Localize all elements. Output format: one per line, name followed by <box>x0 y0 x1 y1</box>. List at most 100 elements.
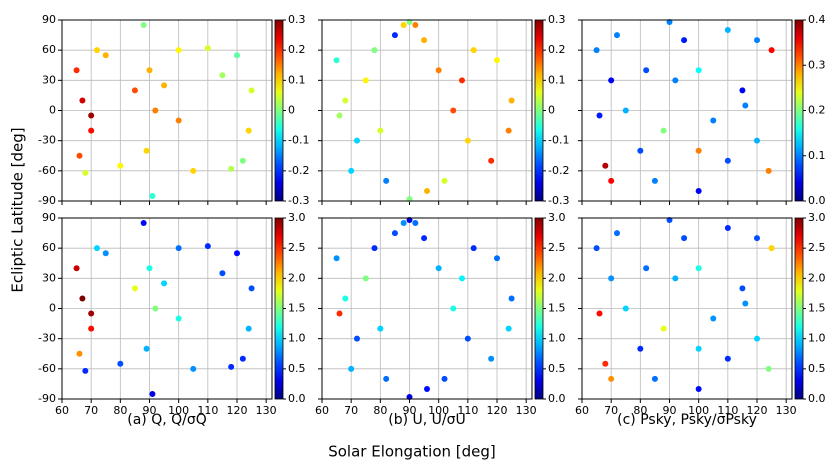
point <box>204 45 211 52</box>
colorbar-tick-label: 0.5 <box>808 362 826 375</box>
colorbar-tick-label: 2.0 <box>808 271 826 284</box>
point <box>94 47 100 54</box>
point <box>742 300 749 307</box>
point <box>754 335 760 342</box>
x-tick-label: 70 <box>84 404 98 417</box>
plot-frame <box>581 19 793 202</box>
point <box>152 305 159 312</box>
colorbar-tick-label: -0.1 <box>288 134 309 147</box>
point <box>464 137 471 144</box>
point <box>152 107 159 114</box>
point <box>695 147 702 154</box>
colorbar <box>274 217 284 400</box>
colorbar-tick-label: 0.0 <box>808 392 826 405</box>
point <box>248 87 255 94</box>
point <box>724 355 731 362</box>
colorbar-tick-label: 2.5 <box>288 241 306 254</box>
point <box>666 19 673 26</box>
colorbar-tick-label: 0.0 <box>808 194 826 207</box>
point <box>681 235 688 242</box>
point <box>710 117 717 124</box>
point <box>435 265 442 272</box>
colorbar-tick-label: 0.2 <box>548 43 566 56</box>
point <box>371 47 378 54</box>
point <box>765 365 772 372</box>
colorbar-tick-label: 0.1 <box>548 73 566 86</box>
colorbar-tick-label: 0 <box>548 104 555 117</box>
point <box>406 393 413 400</box>
point <box>660 127 667 134</box>
point <box>593 245 600 252</box>
point <box>406 195 413 202</box>
point <box>710 315 717 322</box>
colorbar-tick-label: 0 <box>288 104 295 117</box>
caption: (b) U, U/σU <box>388 412 466 428</box>
point <box>400 220 407 227</box>
colorbar-tick-label: -0.2 <box>288 164 309 177</box>
colorbar-tick-label: 0.4 <box>808 13 826 26</box>
point <box>342 295 349 302</box>
point <box>602 360 609 367</box>
point <box>505 127 512 134</box>
point <box>602 162 609 169</box>
point <box>754 37 760 44</box>
x-tick-label: 60 <box>55 404 69 417</box>
point <box>383 177 390 184</box>
point <box>102 250 109 257</box>
point <box>245 127 252 134</box>
point <box>362 275 369 282</box>
x-axis-label: Solar Elongation [deg] <box>328 443 496 461</box>
y-tick-label: 0 <box>49 302 56 315</box>
point <box>672 77 679 84</box>
colorbar-tick-label: 3.0 <box>548 211 566 224</box>
x-tick-label: 80 <box>113 404 127 417</box>
point <box>73 265 80 272</box>
point <box>596 112 603 119</box>
colorbar-tick-label: 0.2 <box>288 43 306 56</box>
x-tick-label: 120 <box>487 404 508 417</box>
point <box>695 67 702 74</box>
point <box>637 345 644 352</box>
y-tick-label: 30 <box>42 73 56 86</box>
point <box>608 77 615 84</box>
colorbar-tick-label: -0.1 <box>548 134 569 147</box>
y-tick-label: 60 <box>42 241 56 254</box>
point <box>643 67 650 74</box>
colorbar-tick-label: 0.3 <box>548 13 566 26</box>
point <box>336 112 343 119</box>
colorbar <box>794 217 804 400</box>
point <box>412 22 419 29</box>
point <box>695 187 702 194</box>
point <box>622 305 629 312</box>
point <box>149 390 156 397</box>
point <box>724 225 731 232</box>
point <box>228 363 235 370</box>
point <box>377 325 384 332</box>
point <box>76 152 83 159</box>
point <box>140 220 147 227</box>
plot-frame <box>321 217 533 400</box>
colorbar <box>274 19 284 202</box>
point <box>117 360 124 367</box>
plot-frame <box>61 19 273 202</box>
point <box>143 147 150 154</box>
point <box>190 167 197 174</box>
x-tick-label: 60 <box>575 404 589 417</box>
point <box>450 305 457 312</box>
point <box>348 365 355 372</box>
point <box>464 335 471 342</box>
point <box>651 177 658 184</box>
x-tick-label: 70 <box>344 404 358 417</box>
colorbar-tick-label: 0.0 <box>288 392 306 405</box>
point <box>131 87 138 94</box>
point <box>140 22 147 29</box>
point <box>175 245 182 252</box>
colorbar-tick-label: 0.1 <box>808 149 826 162</box>
y-tick-label: -90 <box>38 194 56 207</box>
point <box>88 310 95 317</box>
x-tick-label: 130 <box>516 404 537 417</box>
point <box>82 169 89 176</box>
point <box>348 167 355 174</box>
point <box>248 285 255 292</box>
x-tick-label: 90 <box>403 404 417 417</box>
